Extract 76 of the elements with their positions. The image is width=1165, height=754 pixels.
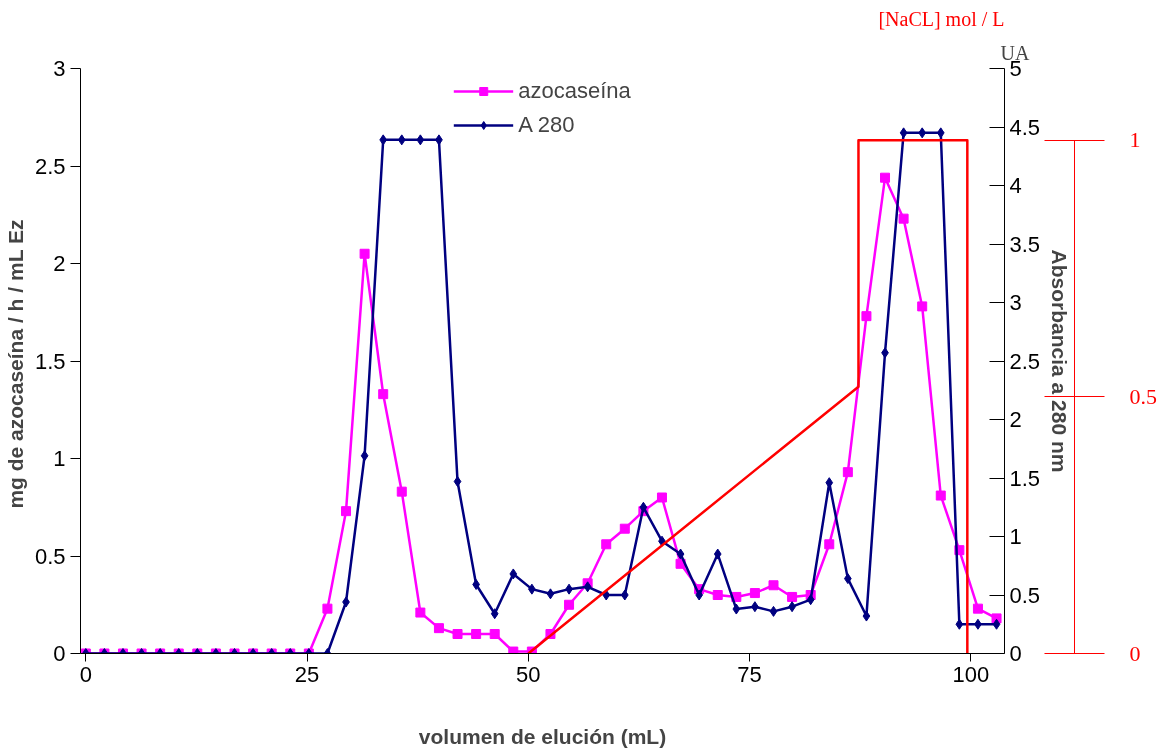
y2-tick-label: 1.5	[1009, 465, 1041, 491]
point	[972, 603, 983, 614]
legend-label: azocaseína	[518, 78, 631, 104]
x-axis-title: volumen de elución (mL)	[418, 724, 667, 748]
point	[564, 599, 575, 610]
point	[415, 607, 426, 618]
y-tick-label: 3	[53, 56, 66, 81]
point	[935, 490, 946, 501]
y-tick-label: 1	[53, 446, 66, 471]
point	[713, 548, 722, 560]
point	[509, 568, 518, 580]
point	[360, 450, 369, 462]
y3-tick-label: 0	[1129, 640, 1141, 666]
x-tick-label: 0	[79, 661, 92, 687]
y3-tick-label: 0.5	[1129, 383, 1157, 409]
point	[787, 591, 798, 602]
point	[397, 134, 406, 146]
x-tick-label: 75	[737, 661, 762, 687]
y2-tick-label: 2	[1009, 407, 1022, 432]
point	[620, 589, 629, 601]
y3-axis-title: [NaCL] mol / L	[878, 7, 1005, 30]
legend-label: A 280	[518, 112, 575, 138]
point	[732, 603, 741, 615]
point	[639, 501, 648, 513]
y2-tick-label: 1	[1009, 524, 1022, 549]
y3-tick-label: 1	[1129, 127, 1141, 153]
point	[899, 127, 908, 139]
point	[861, 311, 872, 322]
point	[824, 539, 835, 550]
point	[917, 301, 928, 312]
x-tick-label: 25	[294, 661, 320, 687]
point	[471, 629, 482, 639]
y2-tick-label: 4.5	[1009, 114, 1041, 140]
point	[749, 588, 760, 599]
point	[508, 646, 519, 654]
point	[416, 134, 425, 146]
y-tick-label: 0.5	[34, 543, 66, 569]
y2-tick-label: 3	[1009, 290, 1022, 315]
y2-tick-label: 0	[1009, 641, 1022, 666]
point	[341, 506, 352, 517]
point	[918, 127, 927, 139]
y2-tick-label: 3.5	[1009, 231, 1041, 257]
point	[452, 629, 463, 639]
y-tick-label: 2.5	[34, 153, 66, 179]
point	[992, 618, 1001, 630]
point	[601, 539, 612, 550]
point	[880, 172, 891, 183]
y2-tick-label: 4	[1009, 173, 1022, 198]
point	[359, 248, 370, 259]
point	[898, 213, 909, 224]
point	[489, 629, 500, 639]
y2-tick-label: 2.5	[1009, 348, 1041, 374]
point	[378, 389, 389, 400]
point	[490, 608, 499, 620]
point	[768, 580, 779, 591]
x-tick-label: 100	[952, 661, 990, 687]
point	[396, 486, 407, 497]
point	[656, 492, 667, 503]
point	[806, 594, 815, 606]
y-tick-label: 1.5	[34, 348, 66, 374]
y-tick-label: 2	[53, 251, 66, 276]
point	[453, 476, 462, 488]
y-tick-label: 0	[53, 641, 66, 666]
y-axis-title: mg de azocaseína / h / mL Ez	[3, 219, 27, 509]
point	[322, 603, 333, 614]
y2-tick-label: 0.5	[1009, 582, 1041, 608]
point	[676, 548, 685, 560]
point	[619, 523, 630, 534]
y2-axis-title: Absorbancia a 280 nm	[1048, 249, 1072, 473]
point	[583, 581, 592, 593]
point	[842, 467, 853, 478]
point	[546, 588, 555, 600]
point	[712, 590, 723, 600]
x-tick-label: 50	[516, 661, 541, 687]
point	[433, 623, 444, 634]
point	[769, 605, 778, 617]
